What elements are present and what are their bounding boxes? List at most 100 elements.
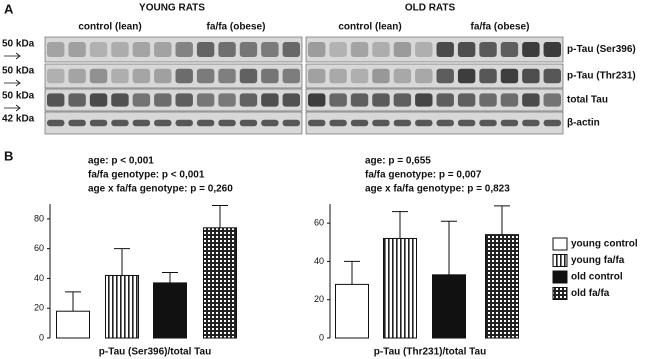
- blot-band: [543, 42, 561, 57]
- blot-band: [218, 42, 236, 57]
- subgroup-label: fa/fa (obese): [471, 22, 530, 33]
- group-title: YOUNG RATS: [139, 3, 205, 14]
- blot-band: [457, 42, 476, 57]
- error-bar: [114, 248, 130, 276]
- blot-band: [282, 68, 300, 84]
- blot-band: [282, 42, 300, 57]
- blot-band: [239, 119, 258, 127]
- blot-band: [500, 42, 519, 57]
- blot-band: [196, 68, 215, 84]
- blot-band: [154, 119, 172, 127]
- blot-band: [479, 119, 497, 127]
- subgroup-label: control (lean): [338, 22, 401, 33]
- blot-band: [282, 119, 300, 127]
- x-axis-label: p-Tau (Ser396)/total Tau: [99, 347, 211, 358]
- blot-band: [393, 93, 412, 107]
- legend-label: young fa/fa: [571, 255, 625, 266]
- blot-band: [350, 68, 369, 84]
- blot-band: [89, 119, 108, 127]
- blot-band: [457, 119, 476, 127]
- blot-band: [372, 93, 390, 107]
- legend-swatch: [552, 254, 568, 267]
- bar: [203, 227, 237, 339]
- blot-band: [261, 93, 279, 107]
- blot-band: [350, 42, 369, 57]
- blot-band: [457, 93, 476, 107]
- subgroup-label: fa/fa (obese): [207, 22, 266, 33]
- blot-band: [329, 93, 347, 107]
- marker-label: 50 kDa: [2, 91, 35, 102]
- blot-band: [479, 42, 497, 57]
- blot-strip: [44, 36, 303, 63]
- blot-band: [132, 68, 151, 84]
- blot-band: [436, 42, 454, 57]
- blot-band: [543, 119, 561, 127]
- blot-band: [196, 119, 215, 127]
- error-bar: [65, 291, 81, 312]
- marker-arrow: [4, 52, 21, 60]
- blot-strip: [305, 36, 564, 63]
- blot-band: [175, 42, 193, 57]
- bar: [485, 234, 519, 339]
- bar: [153, 282, 187, 339]
- blot-band: [543, 68, 561, 84]
- y-tick-label: 40: [34, 273, 44, 283]
- blot-band: [372, 42, 390, 57]
- bar: [56, 310, 90, 339]
- blot-band: [522, 68, 540, 84]
- blot-band: [308, 93, 326, 107]
- legend-swatch: [552, 237, 568, 251]
- x-axis-label: p-Tau (Thr231)/total Tau: [374, 347, 486, 358]
- blot-band: [47, 93, 65, 107]
- blot-band: [218, 93, 236, 107]
- blot-band: [500, 119, 519, 127]
- error-bar: [162, 271, 178, 283]
- y-tick-label: 20: [314, 294, 324, 304]
- blot-band: [68, 68, 86, 84]
- blot-band: [132, 119, 151, 127]
- y-tick-label: 0: [39, 332, 44, 342]
- blot-strip: [305, 88, 564, 112]
- blot-band: [415, 119, 433, 127]
- blot-band: [218, 119, 236, 127]
- annotation: age x fa/fa genotype: p = 0,823: [365, 184, 510, 195]
- blot-band: [479, 68, 497, 84]
- error-bar: [344, 260, 360, 285]
- annotation: age: p < 0,001: [88, 156, 154, 167]
- blot-band: [261, 68, 279, 84]
- panel-a: A YOUNG RATS OLD RATS control (lean) fa/…: [4, 1, 529, 32]
- blot-band: [500, 93, 519, 107]
- blot-band: [350, 93, 369, 107]
- marker-label: 50 kDa: [2, 66, 35, 77]
- y-tick-label: 20: [34, 303, 44, 313]
- blot-band: [154, 93, 172, 107]
- blot-band: [308, 119, 326, 127]
- blot-band: [329, 119, 347, 127]
- blot-band: [329, 68, 347, 84]
- bar: [335, 283, 369, 339]
- group-title: OLD RATS: [405, 3, 456, 14]
- error-bar: [494, 205, 510, 235]
- subgroup-label: control (lean): [78, 22, 141, 33]
- y-tick-label: 40: [314, 256, 324, 266]
- blot-band: [393, 42, 412, 57]
- blot-band: [372, 68, 390, 84]
- blot-band: [111, 93, 129, 107]
- protein-label: β-actin: [567, 118, 600, 129]
- blot-band: [68, 42, 86, 57]
- blot-strip: [305, 111, 564, 135]
- blot-band: [175, 119, 193, 127]
- blot-band: [436, 119, 454, 127]
- blot-band: [239, 68, 258, 84]
- blot-strip: [44, 111, 303, 135]
- annotation: age: p = 0,655: [365, 156, 431, 167]
- blot-band: [239, 42, 258, 57]
- blot-band: [522, 42, 540, 57]
- y-tick-label: 0: [319, 332, 324, 342]
- marker-arrow: [4, 104, 21, 112]
- protein-label: total Tau: [567, 95, 608, 106]
- annotation: fa/fa genotype: p < 0,001: [88, 170, 205, 181]
- blot-band: [89, 93, 108, 107]
- blot-band: [329, 42, 347, 57]
- blot-band: [239, 93, 258, 107]
